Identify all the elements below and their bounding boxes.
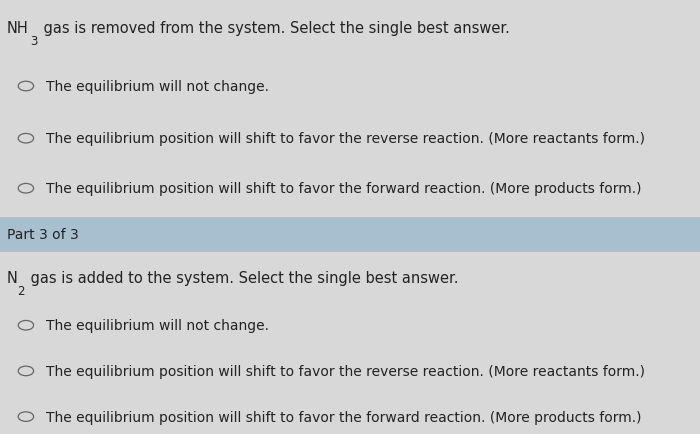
Text: The equilibrium will not change.: The equilibrium will not change. [46,80,269,94]
Text: The equilibrium position will shift to favor the forward reaction. (More product: The equilibrium position will shift to f… [46,410,641,424]
Text: 2: 2 [18,284,25,297]
Text: The equilibrium position will shift to favor the reverse reaction. (More reactan: The equilibrium position will shift to f… [46,132,645,146]
Text: gas is added to the system. Select the single best answer.: gas is added to the system. Select the s… [26,270,458,285]
Text: Part 3 of 3: Part 3 of 3 [7,227,78,241]
Text: The equilibrium position will shift to favor the reverse reaction. (More reactan: The equilibrium position will shift to f… [46,364,645,378]
Text: The equilibrium will not change.: The equilibrium will not change. [46,319,269,332]
Text: NH: NH [7,21,29,36]
Text: gas is removed from the system. Select the single best answer.: gas is removed from the system. Select t… [39,21,510,36]
FancyBboxPatch shape [0,217,700,252]
Text: N: N [7,270,18,285]
Text: 3: 3 [30,35,38,48]
Text: The equilibrium position will shift to favor the forward reaction. (More product: The equilibrium position will shift to f… [46,182,641,196]
